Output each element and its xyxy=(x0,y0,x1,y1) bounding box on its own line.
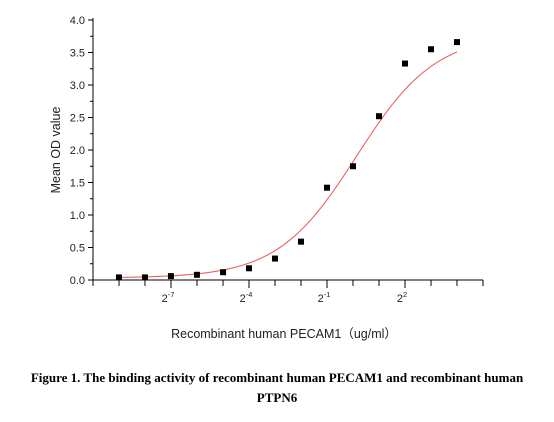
y-tick-label: 4.0 xyxy=(70,15,85,27)
chart-svg: 0.00.51.01.52.02.53.03.54.0 2-7 2-4 2-1 22 … xyxy=(49,15,484,341)
fit-curve xyxy=(118,51,458,279)
y-tick-label: 2.0 xyxy=(70,145,85,157)
data-point xyxy=(272,255,278,262)
x-tick-labels: 2-7 2-4 2-1 22 xyxy=(162,290,408,305)
data-points xyxy=(115,39,460,281)
data-point xyxy=(298,238,304,245)
y-tick-label: 0.0 xyxy=(70,275,85,287)
x-tick-label: 22 xyxy=(397,290,407,305)
data-point xyxy=(350,163,356,170)
y-tick-label: 1.0 xyxy=(70,210,85,222)
data-point xyxy=(193,271,200,278)
y-tick-label: 2.5 xyxy=(70,113,85,125)
data-point xyxy=(428,46,434,53)
x-tick-label: 2-4 xyxy=(240,290,253,305)
data-point xyxy=(402,60,408,67)
y-tick-label: 3.0 xyxy=(70,80,85,92)
data-point xyxy=(141,274,148,281)
figure-caption: Figure 1. The binding activity of recomb… xyxy=(0,368,554,408)
caption-line-2: PTPN6 xyxy=(256,390,298,405)
y-tick-label: 3.5 xyxy=(70,48,85,60)
y-tick-label: 1.5 xyxy=(70,178,85,190)
data-point xyxy=(115,274,122,281)
y-tick-label: 0.5 xyxy=(70,243,85,255)
y-tick-labels: 0.0 0.5 1.0 1.5 2.0 2.5 3.0 3.5 4.0 xyxy=(70,15,85,287)
chart: 0.0 0.5 1.0 1.5 2.0 2.5 3.0 3.5 4.0 2-7 2-4 2-1 22 … xyxy=(49,15,484,341)
data-point xyxy=(324,184,330,191)
x-tick-label: 2-1 xyxy=(318,290,331,305)
data-point xyxy=(220,269,227,276)
axes xyxy=(88,18,484,288)
data-point xyxy=(167,273,174,280)
data-point xyxy=(454,39,460,46)
caption-line-1: Figure 1. The binding activity of recomb… xyxy=(30,370,524,385)
data-point xyxy=(246,265,252,272)
x-axis-label: Recombinant human PECAM1（ug/ml） xyxy=(171,327,397,341)
y-axis-label: Mean OD value xyxy=(49,107,63,194)
x-tick-label: 2-7 xyxy=(162,290,175,305)
data-point xyxy=(376,113,382,120)
